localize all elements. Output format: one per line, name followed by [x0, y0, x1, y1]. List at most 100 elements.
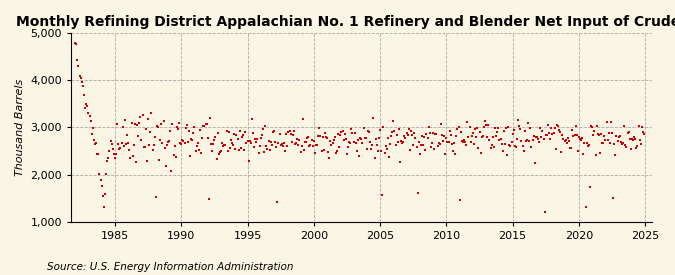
Point [456, 130, 466, 134]
Point [175, 140, 186, 145]
Point [107, 147, 118, 151]
Point [349, 131, 360, 136]
Point [593, 133, 604, 138]
Point [267, 142, 277, 147]
Point [397, 141, 408, 145]
Point [315, 134, 326, 138]
Point [138, 145, 149, 150]
Point [154, 158, 165, 162]
Point [396, 139, 406, 144]
Point [484, 138, 495, 142]
Point [84, 114, 95, 118]
Point [180, 126, 191, 131]
Point [302, 136, 313, 140]
Point [182, 140, 193, 145]
Point [70, 41, 80, 45]
Point [439, 134, 450, 139]
Point [76, 80, 87, 84]
Point [221, 129, 232, 133]
Point [248, 131, 259, 135]
Point [446, 142, 457, 146]
Point [623, 130, 634, 134]
Point [443, 140, 454, 144]
Point [522, 121, 533, 126]
Point [102, 158, 113, 163]
Point [133, 134, 144, 139]
Point [324, 156, 335, 161]
Point [286, 140, 297, 144]
Point [524, 139, 535, 143]
Point [638, 130, 649, 134]
Point [371, 143, 382, 148]
Point [425, 145, 436, 149]
Point [458, 140, 468, 144]
Point [434, 142, 445, 146]
Point [142, 117, 153, 121]
Point [176, 142, 187, 146]
Point [626, 147, 637, 151]
Point [437, 133, 448, 137]
Point [103, 156, 113, 161]
Point [508, 128, 519, 132]
Point [595, 150, 605, 155]
Point [399, 134, 410, 139]
Point [166, 169, 177, 174]
Point [256, 133, 267, 137]
Point [117, 125, 128, 130]
Point [475, 150, 486, 155]
Point [304, 143, 315, 148]
Point [358, 126, 369, 130]
Point [543, 131, 554, 135]
Point [72, 58, 83, 62]
Point [234, 147, 244, 152]
Point [132, 123, 142, 128]
Point [367, 143, 378, 147]
Point [503, 125, 514, 130]
Point [119, 118, 130, 122]
Point [130, 122, 140, 127]
Point [194, 148, 205, 152]
Point [105, 138, 116, 143]
Point [241, 141, 252, 145]
Point [510, 144, 520, 148]
Point [366, 146, 377, 151]
Point [380, 144, 391, 148]
Point [591, 124, 602, 128]
Point [282, 144, 293, 148]
Point [124, 148, 135, 153]
Point [634, 138, 645, 142]
Point [630, 137, 641, 141]
Point [88, 137, 99, 142]
Point [265, 140, 276, 144]
Point [555, 130, 566, 134]
Point [442, 140, 453, 144]
Point [314, 126, 325, 130]
Point [470, 126, 481, 131]
Point [261, 144, 272, 148]
Point [215, 150, 225, 154]
Point [481, 123, 491, 127]
Point [274, 131, 285, 136]
Point [383, 155, 394, 160]
Point [603, 131, 614, 136]
Point [418, 143, 429, 147]
Point [328, 138, 339, 142]
Point [293, 143, 304, 147]
Point [136, 138, 147, 142]
Point [258, 127, 269, 131]
Point [271, 144, 281, 149]
Point [82, 104, 92, 108]
Point [390, 143, 401, 147]
Point [145, 130, 156, 134]
Point [231, 133, 242, 137]
Point [482, 135, 493, 139]
Point [199, 124, 210, 129]
Point [211, 157, 222, 161]
Point [549, 125, 560, 130]
Point [260, 124, 271, 128]
Point [335, 133, 346, 138]
Point [284, 128, 295, 133]
Point [506, 140, 517, 145]
Point [412, 191, 423, 196]
Point [85, 119, 96, 123]
